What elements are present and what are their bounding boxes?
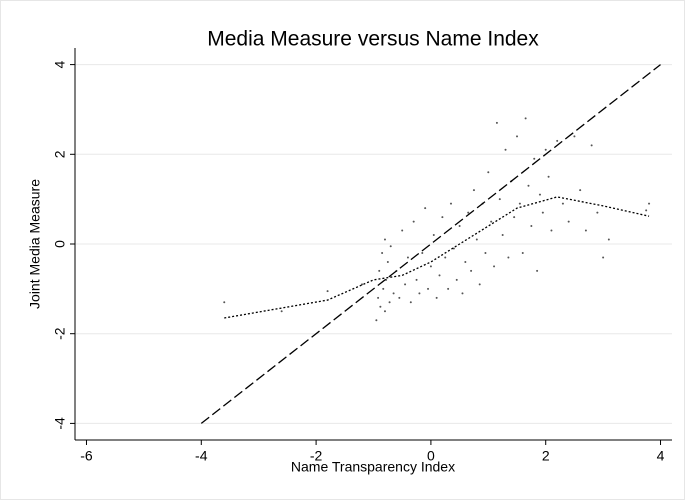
point [538, 193, 541, 196]
x-tick-label: 2 [542, 448, 550, 464]
point [541, 211, 544, 214]
point [544, 148, 547, 151]
point [452, 247, 455, 250]
point [533, 157, 536, 160]
point [438, 274, 441, 277]
point [464, 260, 467, 263]
point [388, 301, 391, 304]
point [383, 310, 386, 313]
point [518, 202, 521, 205]
point [527, 184, 530, 187]
point [607, 238, 610, 241]
point [401, 229, 404, 232]
point [379, 305, 382, 308]
point [326, 290, 329, 293]
point [389, 245, 392, 248]
point [478, 283, 481, 286]
point [521, 251, 524, 254]
y-axis-label: Joint Media Measure [27, 179, 43, 309]
point [561, 202, 564, 205]
point [507, 256, 510, 259]
point [223, 301, 226, 304]
x-tick-label: -6 [80, 448, 93, 464]
point [375, 319, 378, 322]
point [498, 198, 501, 201]
point [584, 229, 587, 232]
y-tick-label: -4 [52, 417, 68, 430]
point [415, 278, 418, 281]
point [648, 202, 651, 205]
point [444, 256, 447, 259]
point [495, 121, 498, 124]
point [398, 296, 401, 299]
point [383, 238, 386, 241]
point [590, 144, 593, 147]
point [386, 260, 389, 263]
point [361, 283, 364, 286]
point [378, 269, 381, 272]
point [382, 287, 385, 290]
point [579, 189, 582, 192]
point [418, 292, 421, 295]
x-tick-label: -4 [195, 448, 208, 464]
point [280, 310, 283, 313]
point [573, 135, 576, 138]
point [516, 135, 519, 138]
point [501, 234, 504, 237]
point [412, 220, 415, 223]
x-tick-label: 0 [427, 448, 435, 464]
y-tick-label: -2 [52, 327, 68, 340]
x-tick-label: 4 [657, 448, 665, 464]
point [493, 265, 496, 268]
point [377, 296, 380, 299]
point [421, 251, 424, 254]
point [556, 139, 559, 142]
point [547, 175, 550, 178]
y-tick-label: 0 [52, 240, 68, 248]
point [524, 117, 527, 120]
point [645, 209, 648, 212]
point [427, 287, 430, 290]
line [224, 196, 650, 319]
point [381, 251, 384, 254]
chart-title: Media Measure versus Name Index [207, 28, 539, 51]
point [470, 269, 473, 272]
point [467, 211, 470, 214]
y-tick-label: 4 [52, 60, 68, 68]
point [409, 301, 412, 304]
point [455, 278, 458, 281]
point [449, 202, 452, 205]
point [550, 229, 553, 232]
point [490, 220, 493, 223]
point [484, 251, 487, 254]
point [424, 207, 427, 210]
point [392, 292, 395, 295]
x-axis-label: Name Transparency Index [291, 459, 455, 475]
y-tick-label: 2 [52, 150, 68, 158]
point [461, 292, 464, 295]
point [447, 287, 450, 290]
point [536, 269, 539, 272]
line [200, 64, 661, 424]
point [429, 265, 432, 268]
point [435, 296, 438, 299]
point [432, 234, 435, 237]
point [513, 216, 516, 219]
point [487, 171, 490, 174]
point [404, 283, 407, 286]
point [406, 256, 409, 259]
point [458, 225, 461, 228]
point [602, 256, 605, 259]
x-tick-label: -2 [310, 448, 323, 464]
point [530, 225, 533, 228]
point [472, 189, 475, 192]
point [475, 238, 478, 241]
point [504, 148, 507, 151]
point [596, 211, 599, 214]
point [567, 220, 570, 223]
point [441, 216, 444, 219]
